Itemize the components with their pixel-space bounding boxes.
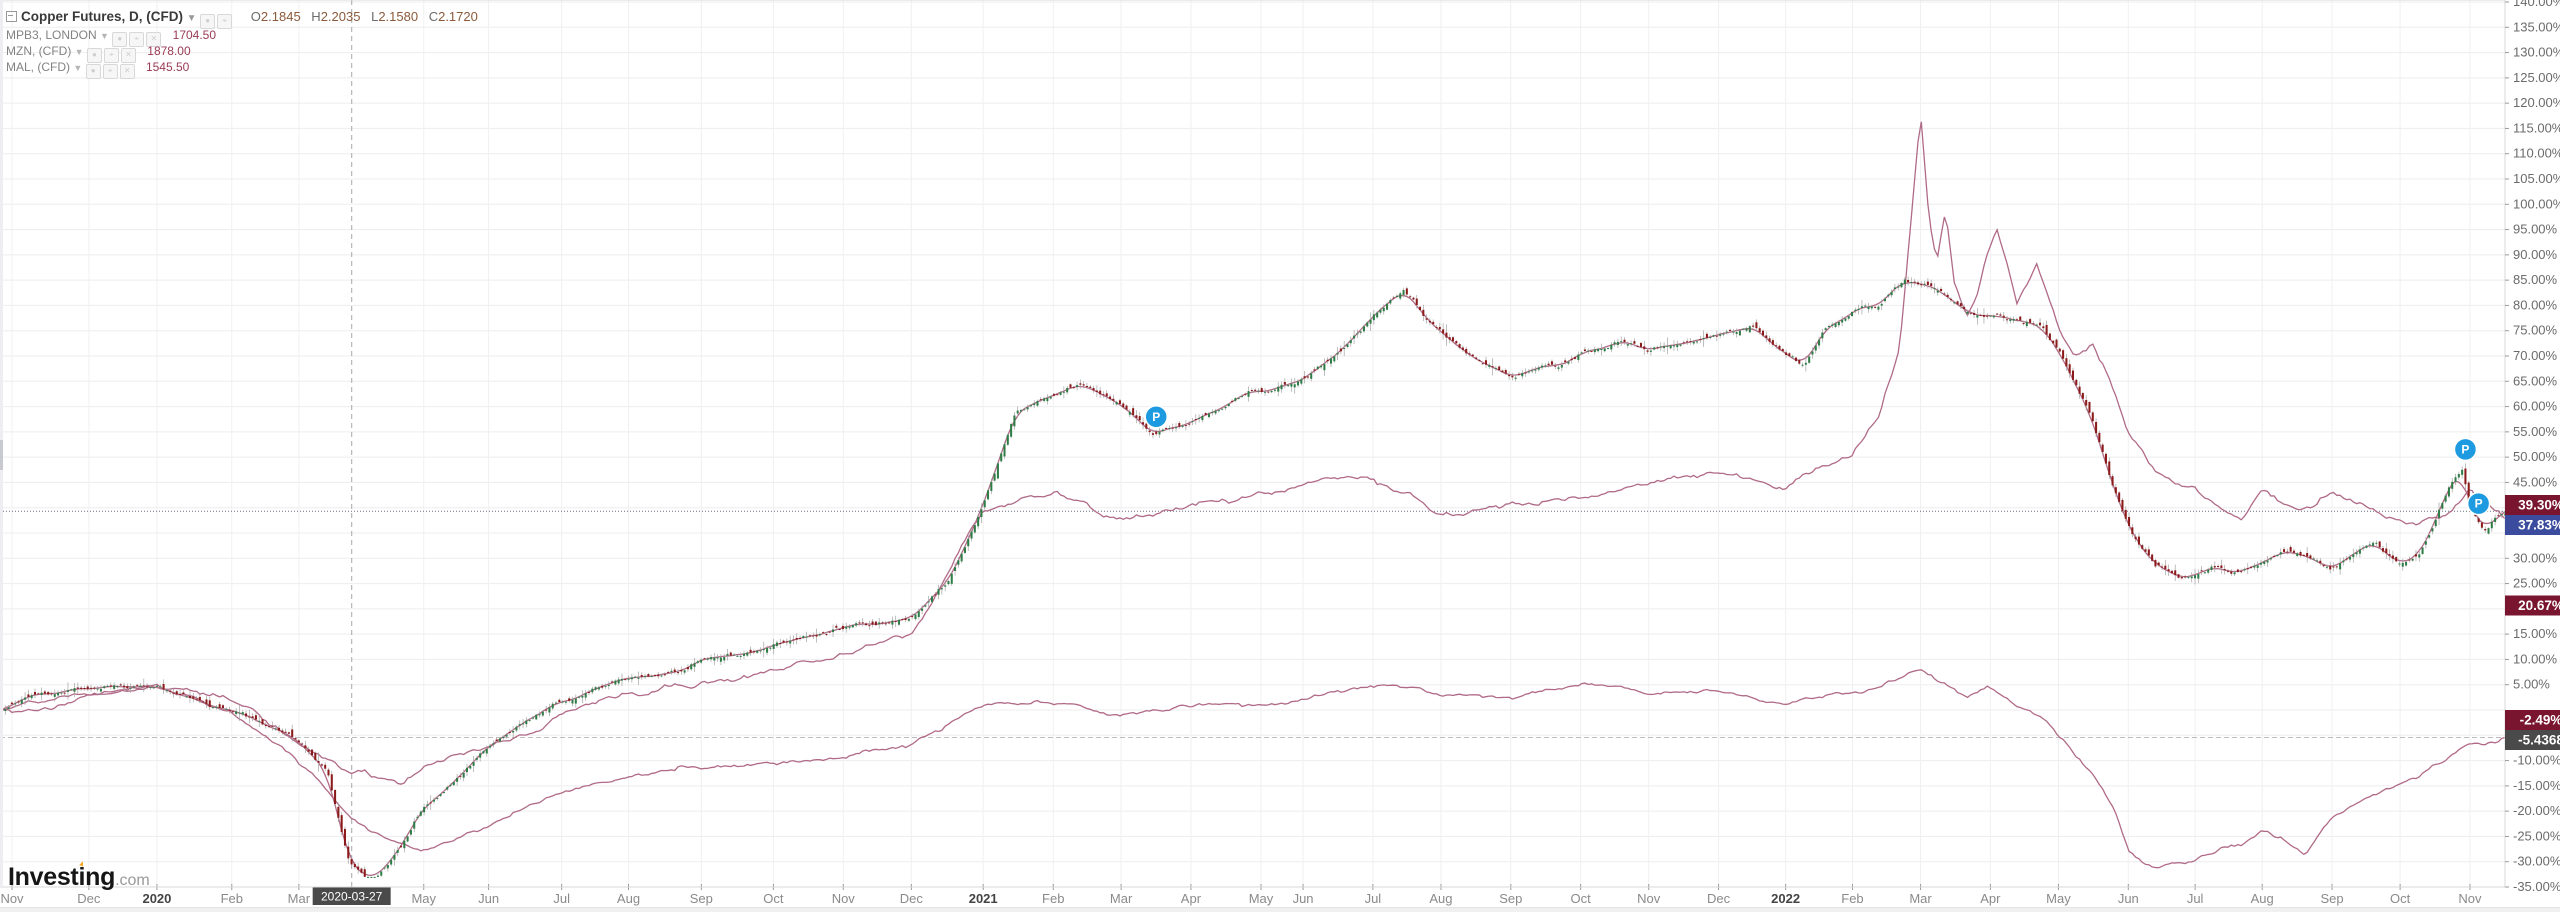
svg-text:130.00%: 130.00% [2513, 45, 2560, 60]
svg-text:65.00%: 65.00% [2513, 373, 2558, 388]
svg-text:Sep: Sep [690, 891, 713, 906]
svg-text:Feb: Feb [1841, 891, 1863, 906]
svg-text:-10.00%: -10.00% [2513, 753, 2560, 768]
svg-text:Jul: Jul [1365, 891, 1382, 906]
svg-text:Dec: Dec [900, 891, 924, 906]
svg-text:100.00%: 100.00% [2513, 196, 2560, 211]
svg-text:20.67%: 20.67% [2518, 598, 2560, 613]
svg-text:Apr: Apr [1980, 891, 2001, 906]
svg-text:Jun: Jun [478, 891, 499, 906]
svg-text:May: May [1249, 891, 1274, 906]
svg-text:Oct: Oct [1571, 891, 1592, 906]
svg-text:Aug: Aug [2251, 891, 2274, 906]
svg-text:125.00%: 125.00% [2513, 70, 2560, 85]
svg-text:Nov: Nov [2458, 891, 2482, 906]
svg-text:25.00%: 25.00% [2513, 576, 2558, 591]
svg-text:Aug: Aug [617, 891, 640, 906]
svg-text:-15.00%: -15.00% [2513, 778, 2560, 793]
svg-text:-5.4368: -5.4368 [2518, 733, 2560, 748]
svg-text:115.00%: 115.00% [2513, 120, 2560, 135]
svg-text:Mar: Mar [1110, 891, 1133, 906]
svg-text:2022: 2022 [1771, 891, 1800, 906]
svg-text:Feb: Feb [1042, 891, 1064, 906]
svg-text:P: P [2475, 497, 2483, 511]
svg-text:2020: 2020 [142, 891, 171, 906]
svg-text:70.00%: 70.00% [2513, 348, 2558, 363]
svg-text:5.00%: 5.00% [2513, 677, 2550, 692]
svg-text:105.00%: 105.00% [2513, 171, 2560, 186]
svg-text:50.00%: 50.00% [2513, 449, 2558, 464]
svg-text:2021: 2021 [969, 891, 998, 906]
svg-text:Sep: Sep [1499, 891, 1522, 906]
svg-text:-30.00%: -30.00% [2513, 854, 2560, 869]
svg-text:Jul: Jul [553, 891, 570, 906]
svg-text:90.00%: 90.00% [2513, 247, 2558, 262]
svg-text:2020-03-27: 2020-03-27 [321, 890, 383, 904]
svg-text:95.00%: 95.00% [2513, 222, 2558, 237]
svg-text:Nov: Nov [1637, 891, 1661, 906]
svg-text:-25.00%: -25.00% [2513, 828, 2560, 843]
svg-text:Mar: Mar [1909, 891, 1932, 906]
svg-text:Mar: Mar [288, 891, 311, 906]
svg-text:10.00%: 10.00% [2513, 651, 2558, 666]
svg-text:135.00%: 135.00% [2513, 19, 2560, 34]
svg-text:30.00%: 30.00% [2513, 550, 2558, 565]
svg-text:Jun: Jun [2118, 891, 2139, 906]
svg-text:Nov: Nov [832, 891, 856, 906]
svg-text:Oct: Oct [763, 891, 784, 906]
svg-text:Nov: Nov [0, 891, 24, 906]
svg-text:Oct: Oct [2390, 891, 2411, 906]
svg-text:-20.00%: -20.00% [2513, 803, 2560, 818]
svg-text:Dec: Dec [1707, 891, 1731, 906]
svg-text:45.00%: 45.00% [2513, 474, 2558, 489]
svg-text:60.00%: 60.00% [2513, 399, 2558, 414]
svg-text:110.00%: 110.00% [2513, 146, 2560, 161]
svg-text:Apr: Apr [1181, 891, 1202, 906]
svg-text:55.00%: 55.00% [2513, 424, 2558, 439]
svg-text:Aug: Aug [1429, 891, 1452, 906]
svg-text:Jul: Jul [2187, 891, 2204, 906]
svg-text:15.00%: 15.00% [2513, 626, 2558, 641]
svg-text:P: P [2461, 442, 2469, 456]
svg-text:Jun: Jun [1293, 891, 1314, 906]
svg-text:39.30%: 39.30% [2518, 497, 2560, 512]
svg-text:75.00%: 75.00% [2513, 323, 2558, 338]
svg-text:Feb: Feb [221, 891, 243, 906]
svg-text:-2.49%: -2.49% [2520, 713, 2560, 728]
svg-text:Dec: Dec [77, 891, 101, 906]
svg-text:May: May [2046, 891, 2071, 906]
svg-text:May: May [411, 891, 436, 906]
svg-text:80.00%: 80.00% [2513, 297, 2558, 312]
svg-text:85.00%: 85.00% [2513, 272, 2558, 287]
svg-text:Sep: Sep [2320, 891, 2343, 906]
svg-text:140.00%: 140.00% [2513, 0, 2560, 9]
svg-text:120.00%: 120.00% [2513, 95, 2560, 110]
svg-text:P: P [1152, 410, 1160, 424]
svg-text:37.83%: 37.83% [2518, 517, 2560, 532]
svg-text:-35.00%: -35.00% [2513, 879, 2560, 894]
